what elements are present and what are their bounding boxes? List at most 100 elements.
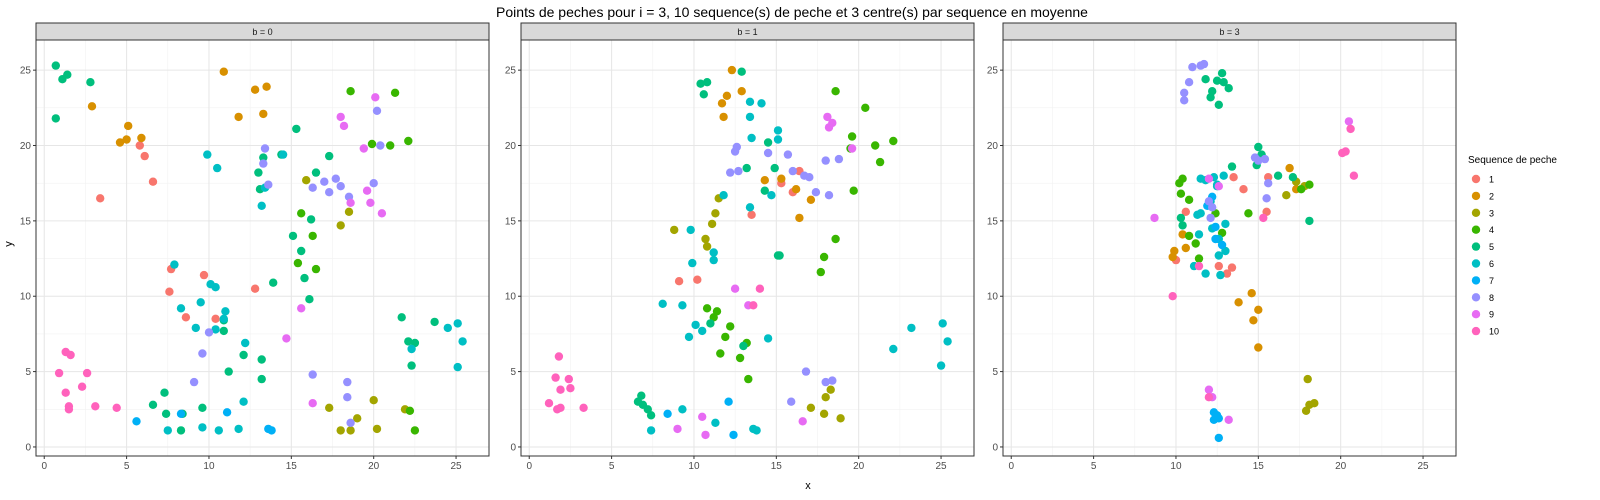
- data-point: [1305, 180, 1314, 189]
- legend-key: [1471, 259, 1481, 268]
- x-tick-label: 10: [688, 461, 700, 472]
- data-point: [747, 133, 756, 143]
- legend-label: 1: [1489, 175, 1494, 185]
- panel-border: [35, 39, 490, 457]
- data-point: [353, 414, 362, 423]
- data-point: [727, 65, 737, 75]
- data-point: [1184, 231, 1194, 241]
- data-point: [1201, 75, 1210, 84]
- data-point: [250, 85, 260, 94]
- data-point: [711, 209, 720, 218]
- data-point: [211, 325, 220, 334]
- data-point: [763, 334, 773, 343]
- data-point: [96, 194, 105, 203]
- data-point: [404, 136, 413, 146]
- x-tick-label: 20: [853, 461, 865, 472]
- data-point: [875, 157, 885, 167]
- legend-label: 2: [1489, 191, 1494, 201]
- x-axis-title: x: [805, 480, 811, 492]
- y-tick-label: 5: [25, 367, 31, 378]
- chart-title: Points de peches pour i = 3, 10 sequence…: [496, 4, 1088, 20]
- x-tick-label: 20: [1335, 461, 1347, 472]
- data-point: [397, 313, 406, 322]
- data-point: [292, 124, 301, 134]
- data-point: [701, 234, 710, 244]
- data-point: [163, 426, 172, 435]
- data-point: [343, 393, 352, 402]
- data-point: [282, 334, 291, 343]
- data-point: [165, 287, 174, 296]
- data-point: [259, 159, 268, 168]
- data-point: [386, 141, 395, 150]
- data-point: [239, 397, 248, 406]
- legend: Sequence de peche 1 2 3 4 5 6 7 8 9 10: [1468, 155, 1557, 337]
- data-point: [871, 141, 880, 150]
- data-point: [269, 278, 278, 287]
- data-point: [551, 373, 560, 382]
- data-point: [367, 139, 377, 149]
- data-point: [907, 323, 916, 333]
- data-point: [1178, 174, 1187, 183]
- data-point: [1303, 374, 1312, 384]
- data-point: [889, 136, 898, 146]
- data-point: [943, 337, 952, 346]
- data-point: [1208, 203, 1217, 212]
- data-point: [405, 406, 415, 415]
- data-point: [847, 132, 857, 141]
- data-point: [377, 209, 387, 218]
- data-point: [806, 403, 816, 412]
- data-point: [938, 319, 947, 328]
- data-point: [826, 385, 835, 394]
- legend-key: [1471, 293, 1481, 302]
- data-point: [1204, 385, 1214, 394]
- data-point: [1301, 406, 1311, 415]
- points-layer: [544, 65, 952, 440]
- data-point: [458, 337, 467, 346]
- data-point: [663, 409, 672, 418]
- data-point: [308, 399, 317, 408]
- data-point: [189, 377, 199, 387]
- legend-items: 1 2 3 4 5 6 7 8 9 10: [1471, 174, 1499, 337]
- data-point: [1214, 182, 1224, 191]
- data-point: [262, 82, 271, 91]
- data-point: [213, 163, 222, 173]
- data-point: [1206, 93, 1215, 102]
- data-point: [336, 182, 345, 191]
- data-point: [744, 374, 753, 384]
- data-point: [308, 231, 317, 241]
- data-point: [791, 185, 801, 194]
- data-point: [443, 323, 452, 333]
- data-point: [726, 168, 735, 177]
- data-point: [306, 215, 316, 224]
- data-point: [554, 352, 564, 361]
- data-point: [259, 109, 268, 119]
- data-point: [1216, 270, 1225, 280]
- data-point: [702, 304, 712, 313]
- data-point: [407, 344, 416, 354]
- x-tick-label: 0: [41, 461, 47, 472]
- x-tick-label: 5: [124, 461, 130, 472]
- data-point: [745, 97, 755, 107]
- y-tick-label: 10: [505, 292, 517, 303]
- data-point: [816, 267, 825, 277]
- legend-label: 7: [1489, 276, 1494, 286]
- data-point: [1217, 240, 1227, 250]
- y-tick-label: 0: [992, 442, 998, 453]
- data-point: [308, 183, 317, 192]
- data-point: [198, 349, 207, 358]
- data-point: [346, 198, 355, 207]
- data-point: [1285, 163, 1294, 173]
- data-point: [646, 426, 656, 435]
- data-point: [1191, 239, 1200, 248]
- data-point: [1194, 261, 1204, 271]
- data-point: [1234, 298, 1243, 307]
- data-point: [1297, 185, 1306, 194]
- data-point: [346, 426, 355, 435]
- legend-key: [1471, 242, 1481, 251]
- data-point: [737, 67, 746, 76]
- data-point: [1211, 234, 1220, 244]
- data-point: [717, 99, 727, 108]
- legend-key: [1471, 174, 1481, 184]
- data-point: [1219, 171, 1228, 180]
- data-point: [1346, 124, 1355, 134]
